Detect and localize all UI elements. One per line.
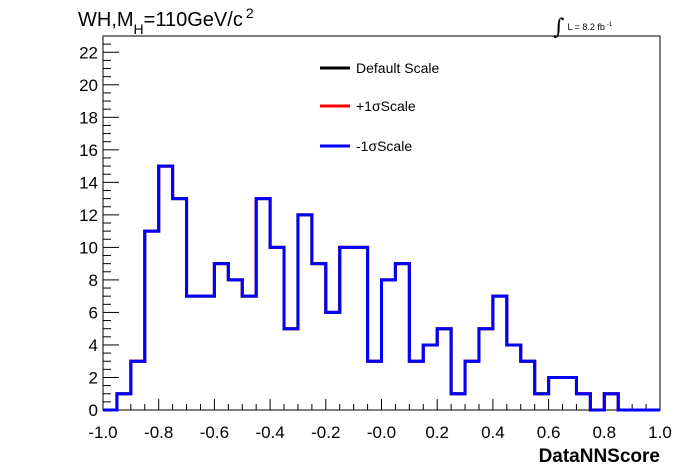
legend-label-default: Default Scale <box>356 60 439 76</box>
legend-label-minus: -1σScale <box>356 138 412 154</box>
y-tick-label: 4 <box>89 336 98 355</box>
y-tick-label: 10 <box>79 238 98 257</box>
x-tick-label: 0.4 <box>481 423 505 442</box>
legend: Default Scale +1σScale -1σScale <box>320 60 439 154</box>
x-tick-label: -0.4 <box>255 423 284 442</box>
title-subscript: H <box>134 21 144 37</box>
x-tick-label: 0.2 <box>425 423 449 442</box>
x-tick-label: -0.2 <box>311 423 340 442</box>
x-axis-title: DataNNScore <box>539 446 660 467</box>
luminosity-text: L = 8.2 fb <box>567 22 604 32</box>
plot-title: WH,MH=110GeV/c 2 <box>78 5 254 37</box>
y-tick-label: 6 <box>89 303 98 322</box>
luminosity-superscript: -1 <box>607 22 613 28</box>
x-tick-label: 0.8 <box>592 423 616 442</box>
title-superscript: 2 <box>246 5 254 21</box>
y-tick-label: 12 <box>79 206 98 225</box>
y-tick-label: 0 <box>89 401 98 420</box>
x-tick-label: -1.0 <box>88 423 117 442</box>
legend-label-plus: +1σScale <box>356 98 416 114</box>
y-tick-label: 18 <box>79 108 98 127</box>
title-prefix: WH,M <box>78 9 134 31</box>
x-tick-label: -0.8 <box>144 423 173 442</box>
y-tick-label: 14 <box>79 173 98 192</box>
x-axis: -1.0 -0.8 -0.6 -0.4 -0.2 -0.0 0.2 0.4 0.6 0.8 1.0 <box>88 399 672 442</box>
y-tick-label: 20 <box>79 76 98 95</box>
y-tick-label: 22 <box>79 43 98 62</box>
title-suffix: =110GeV/c <box>144 9 243 31</box>
x-tick-label: -0.6 <box>200 423 229 442</box>
y-axis: 0 2 4 6 8 10 12 14 16 18 20 22 <box>79 35 119 420</box>
series-layer <box>103 164 660 412</box>
x-tick-label: -0.0 <box>367 423 396 442</box>
luminosity-label: ∫ L = 8.2 fb -1 <box>553 15 613 40</box>
y-tick-label: 8 <box>89 271 98 290</box>
x-tick-label: 0.6 <box>537 423 561 442</box>
series-line-2 <box>103 164 660 412</box>
y-tick-label: 2 <box>89 368 98 387</box>
y-tick-label: 16 <box>79 141 98 160</box>
x-tick-label: 1.0 <box>648 423 672 442</box>
integral-symbol: ∫ <box>553 15 565 40</box>
